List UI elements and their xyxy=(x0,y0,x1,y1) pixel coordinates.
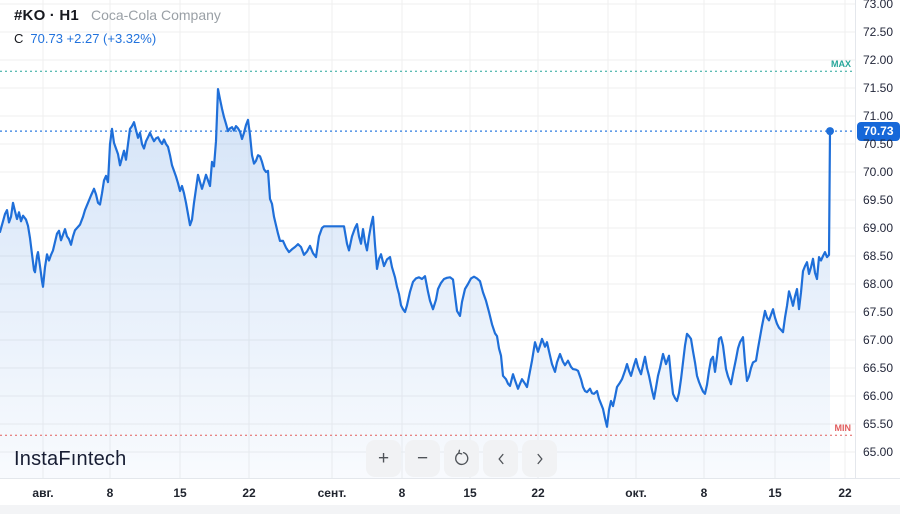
current-price-badge: 70.73 xyxy=(857,121,900,141)
price-tick-label: 72.50 xyxy=(863,25,894,39)
chart-toolbar: + − xyxy=(366,440,557,477)
reset-icon xyxy=(455,449,469,466)
price-line xyxy=(0,88,832,428)
price-tick-label: 71.00 xyxy=(863,109,894,123)
time-tick-label: 8 xyxy=(700,486,708,500)
chart-plot-area[interactable]: MAX MIN #KO · H1 Coca-Cola Company C 70.7… xyxy=(0,0,855,478)
time-tick-label: 15 xyxy=(768,486,782,500)
price-axis[interactable]: 70.73 73.00 72.50 72.00 71.50 71.00 70.50 70.0… xyxy=(855,0,900,478)
min-label: MIN xyxy=(835,423,852,433)
chart-canvas[interactable]: MAX MIN xyxy=(0,0,855,478)
price-tick-label: 68.00 xyxy=(863,277,894,291)
chevron-left-icon xyxy=(497,453,504,464)
time-axis[interactable]: авг. 8 15 22 сент. 8 15 22 окт. 8 15 22 xyxy=(0,478,900,506)
company-name: Coca-Cola Company xyxy=(90,7,221,23)
price-tick-label: 71.50 xyxy=(863,81,894,95)
time-tick-label: сент. xyxy=(317,486,347,500)
time-tick-label: 15 xyxy=(463,486,477,500)
price-tick-label: 66.00 xyxy=(863,389,894,403)
time-tick-label: 22 xyxy=(838,486,852,500)
plus-icon: + xyxy=(377,448,390,469)
scroll-right-button[interactable] xyxy=(522,440,557,477)
zoom-out-button[interactable]: − xyxy=(405,440,440,477)
area-fill xyxy=(0,89,830,478)
last-price-dot-circle xyxy=(826,127,834,136)
scroll-left-button[interactable] xyxy=(483,440,518,477)
time-tick-label: 8 xyxy=(398,486,406,500)
minus-icon: − xyxy=(416,448,429,469)
price-tick-label: 67.00 xyxy=(863,333,894,347)
price-tick-label: 72.00 xyxy=(863,53,894,67)
price-tick-label: 65.50 xyxy=(863,417,894,431)
time-tick-label: 22 xyxy=(531,486,545,500)
quote-prefix: C xyxy=(14,31,24,46)
price-tick-label: 70.50 xyxy=(863,137,894,151)
price-tick-label: 66.50 xyxy=(863,361,894,375)
chevron-right-icon xyxy=(536,453,543,464)
time-tick-label: 8 xyxy=(106,486,114,500)
instafintech-logo: InstaFıntech xyxy=(14,448,127,470)
quote-values: 70.73 +2.27 (+3.32%) xyxy=(30,31,157,46)
reset-view-button[interactable] xyxy=(444,440,479,477)
time-tick-label: 22 xyxy=(242,486,256,500)
price-tick-label: 68.50 xyxy=(863,249,894,263)
symbol-timeframe: #KO · H1 xyxy=(14,7,79,24)
bottom-edge-strip xyxy=(0,505,900,514)
price-tick-label: 67.50 xyxy=(863,305,894,319)
instrument-header: #KO · H1 Coca-Cola Company C 70.73 +2.27… xyxy=(14,7,221,46)
max-label: MAX xyxy=(831,59,851,69)
time-tick-label: авг. xyxy=(32,486,54,500)
last-price-dot xyxy=(826,127,834,136)
quote-line: C 70.73 +2.27 (+3.32%) xyxy=(14,31,221,46)
zoom-in-button[interactable]: + xyxy=(366,440,401,477)
price-line-path xyxy=(0,88,832,428)
time-tick-label: 15 xyxy=(173,486,187,500)
price-tick-label: 70.00 xyxy=(863,165,894,179)
price-tick-label: 69.00 xyxy=(863,221,894,235)
time-tick-label: окт. xyxy=(625,486,647,500)
price-tick-label: 69.50 xyxy=(863,193,894,207)
level-labels: MAX MIN xyxy=(831,59,851,433)
price-area-fill xyxy=(0,89,830,478)
price-tick-label: 73.00 xyxy=(863,0,894,11)
price-tick-label: 65.00 xyxy=(863,445,894,459)
